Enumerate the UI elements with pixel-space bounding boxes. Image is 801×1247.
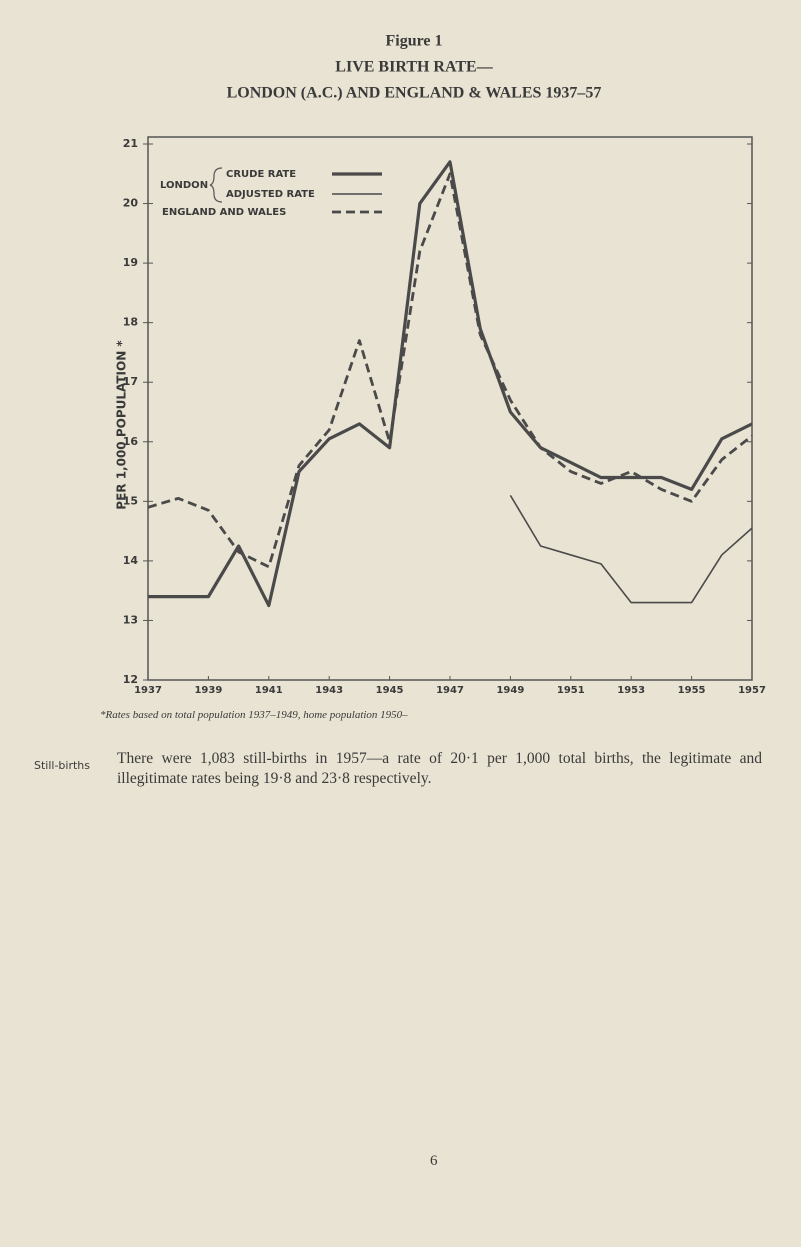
series-line [509, 494, 753, 604]
y-tick-label: 13 [123, 613, 138, 626]
x-tick-label: 1943 [315, 685, 343, 696]
figure-label: Figure 1 [385, 33, 442, 50]
x-tick-label: 1951 [557, 685, 585, 696]
series-line [148, 160, 753, 608]
y-tick-label: 17 [123, 375, 138, 388]
chart: Figure 1 LIVE BIRTH RATE— LONDON (A.C.) … [115, 33, 766, 696]
x-tick-label: 1957 [738, 685, 766, 696]
chart-title: LIVE BIRTH RATE— [335, 59, 493, 76]
x-tick-label: 1945 [376, 685, 404, 696]
page-number: 6 [430, 1153, 438, 1169]
y-tick-label: 20 [123, 197, 139, 210]
x-tick-label: 1941 [255, 685, 283, 696]
x-tick-label: 1937 [134, 685, 162, 696]
y-tick-label: 18 [123, 316, 138, 329]
chart-subtitle: LONDON (A.C.) AND ENGLAND & WALES 1937–5… [227, 85, 602, 102]
footnote: *Rates based on total population 1937–19… [100, 709, 408, 721]
legend-label: ENGLAND AND WALES [162, 207, 286, 218]
x-tick-label: 1947 [436, 685, 464, 696]
legend-brace [209, 167, 223, 203]
y-tick-label: 16 [123, 435, 139, 448]
plot-frame [147, 136, 753, 681]
series-line [147, 172, 753, 569]
y-tick-label: 15 [123, 494, 138, 507]
y-tick-label: 14 [123, 554, 139, 567]
y-tick-label: 12 [123, 673, 138, 686]
legend-group: LONDON [160, 180, 208, 191]
y-tick-label: 19 [123, 256, 138, 269]
section-heading: Still-births [34, 759, 91, 772]
y-axis-label: PER 1,000 POPULATION * [115, 340, 129, 510]
legend-label: ADJUSTED RATE [226, 189, 315, 200]
legend-label: CRUDE RATE [226, 169, 296, 180]
x-tick-label: 1939 [194, 685, 222, 696]
x-tick-label: 1953 [617, 685, 645, 696]
x-tick-label: 1955 [678, 685, 706, 696]
x-tick-label: 1949 [496, 685, 524, 696]
paragraph: There were 1,083 still-births in 1957—a … [117, 750, 762, 787]
y-tick-label: 21 [123, 137, 138, 150]
